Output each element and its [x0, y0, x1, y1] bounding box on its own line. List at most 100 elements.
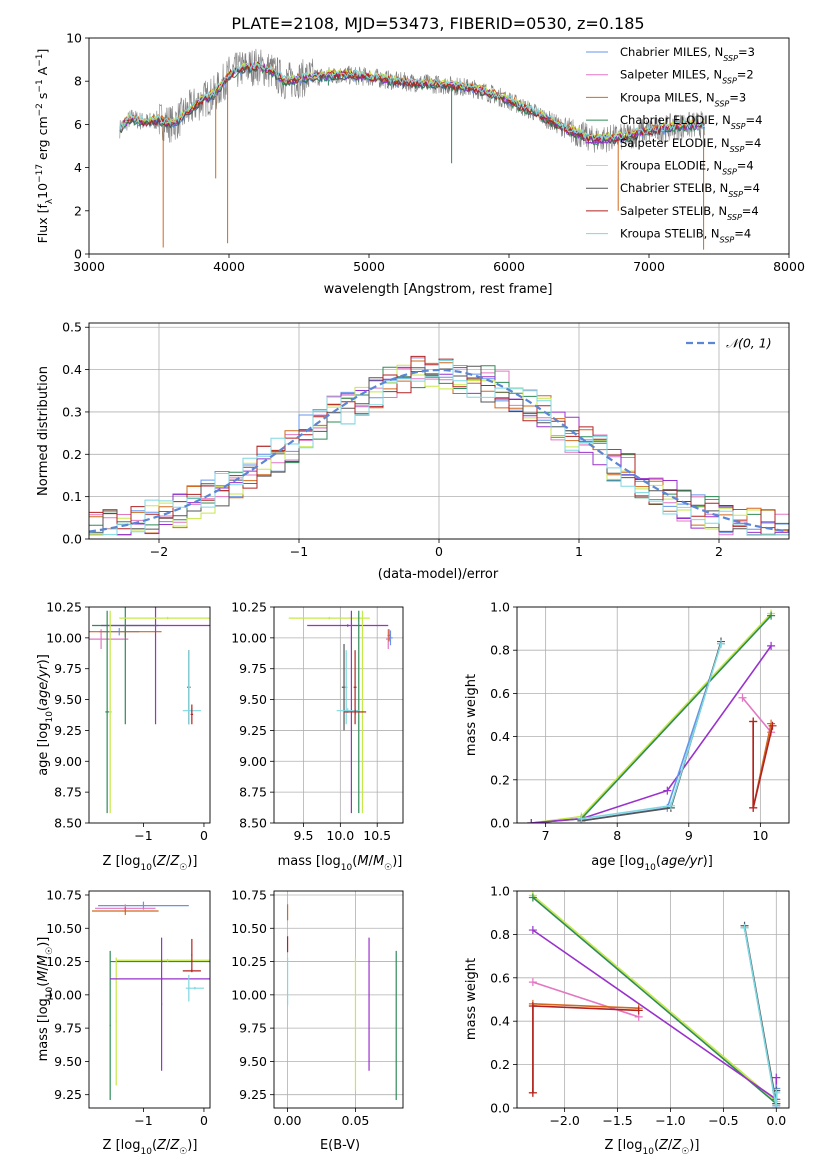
legend-label: Chabrier MILES, NSSP=3 — [620, 45, 755, 63]
weight-marker — [749, 717, 758, 726]
x-axis-label: Z [log10(Z/Z☉)] — [103, 854, 198, 873]
axes-frame — [88, 890, 211, 1109]
weight-marker — [528, 926, 537, 935]
x-tick-label: 10 — [752, 828, 768, 843]
z-mass-panel: −1 0 9.25 9.50 9.75 10.00 10.25 10.50 10.75 Z [lo… — [36, 887, 211, 1157]
weight-marker — [528, 1002, 537, 1011]
x-axis-label: wavelength [Angstrom, rest frame] — [324, 282, 553, 297]
x-tick-label: 3000 — [73, 259, 105, 274]
y-tick-label: 1.0 — [490, 884, 510, 899]
x-axis-label: Z [log10(Z/Z☉)] — [605, 1138, 700, 1157]
weight-marker — [528, 893, 537, 902]
y-tick-label: 0.4 — [490, 1014, 510, 1029]
y-tick-label: 0.0 — [490, 1101, 510, 1116]
y-tick-label: 10.00 — [46, 630, 82, 645]
axes-frame — [88, 606, 211, 824]
y-tick-label: 9.00 — [54, 754, 82, 769]
x-tick-label: −0.5 — [708, 1113, 738, 1128]
age-weight-panel: 7 8 9 10 0.0 0.2 0.4 0.6 0.8 1.0 age [log10(age/yr… — [464, 600, 790, 873]
x-tick-label: 0 — [200, 1113, 208, 1128]
residuals-panel: −2 −1 0 1 2 0.0 0.1 0.2 0.3 0.4 0.5 (data-model)/er… — [36, 320, 790, 582]
z-age-panel: −1 0 8.50 8.75 9.00 9.25 9.50 9.75 10.00 10.25 Z [… — [36, 600, 211, 873]
x-axis-label: E(B-V) — [320, 1138, 360, 1153]
y-tick-label: 0 — [74, 247, 82, 262]
y-tick-label: 10.25 — [231, 954, 267, 969]
weight-marker — [527, 819, 536, 823]
weight-marker — [772, 1088, 781, 1097]
y-tick-label: 6 — [74, 117, 82, 132]
weight-marker — [767, 641, 776, 650]
model-spectrum — [119, 65, 705, 145]
plot-area — [119, 48, 706, 250]
plot-area — [89, 607, 210, 814]
y-tick-label: 9.50 — [54, 692, 82, 707]
x-tick-label: 0.0 — [766, 1113, 786, 1128]
weight-marker — [666, 801, 675, 810]
x-tick-label: 8000 — [773, 259, 805, 274]
legend-label: Chabrier ELODIE, NSSP=4 — [620, 113, 762, 131]
weight-line — [532, 896, 777, 1105]
y-tick-label: 10 — [66, 31, 82, 46]
x-tick-label: 9 — [685, 828, 693, 843]
x-tick-label: 6000 — [493, 259, 525, 274]
plot-area — [288, 610, 393, 814]
y-tick-label: 0.0 — [490, 816, 510, 831]
y-tick-label: 9.50 — [239, 692, 267, 707]
x-tick-label: 4000 — [213, 259, 245, 274]
y-tick-label: 10.50 — [231, 921, 267, 936]
x-tick-label: −1 — [290, 544, 308, 559]
weight-line — [743, 927, 778, 1108]
figure-title: PLATE=2108, MJD=53473, FIBERID=0530, z=0… — [231, 14, 644, 33]
y-tick-label: 9.75 — [239, 1021, 267, 1036]
y-tick-label: 10.50 — [46, 921, 82, 936]
y-tick-label: 10.00 — [231, 987, 267, 1002]
y-axis-label: Flux [fλ10−17 erg cm−2 s−1 A−1] — [35, 49, 55, 244]
x-axis-label: Z [log10(Z/Z☉)] — [103, 1138, 198, 1157]
x-tick-label: −1.0 — [655, 1113, 685, 1128]
y-axis-label: Normed distribution — [36, 366, 51, 496]
y-tick-label: 10.75 — [46, 887, 82, 902]
x-tick-label: 5000 — [353, 259, 385, 274]
weight-marker — [528, 978, 537, 987]
y-tick-label: 9.25 — [54, 1087, 82, 1102]
x-axis-label: age [log10(age/yr)] — [591, 854, 713, 873]
weight-marker — [528, 1088, 537, 1097]
axes-frame — [273, 890, 404, 1109]
x-tick-label: 8 — [613, 828, 621, 843]
y-tick-label: 0.4 — [62, 362, 82, 377]
weight-line — [532, 929, 778, 1101]
axes-frame — [88, 37, 790, 255]
y-axis-label: mass weight — [464, 674, 479, 756]
weight-marker — [772, 1104, 781, 1108]
y-tick-label: 0.2 — [490, 1057, 510, 1072]
y-tick-label: 0.4 — [490, 729, 510, 744]
y-tick-label: 9.25 — [54, 723, 82, 738]
weight-line — [532, 1005, 639, 1093]
weight-marker — [738, 693, 747, 702]
y-tick-label: 10.25 — [46, 600, 82, 615]
y-tick-label: 10.25 — [46, 954, 82, 969]
legend-label: Salpeter ELODIE, NSSP=4 — [620, 136, 761, 154]
x-tick-label: 10.0 — [326, 828, 354, 843]
normal-curve — [89, 368, 789, 533]
z-weight-panel: −2.0 −1.5 −1.0 −0.5 0.0 0.0 0.2 0.4 0.6 0.8 1.0 Z [… — [464, 884, 790, 1157]
y-tick-label: 8 — [74, 74, 82, 89]
y-tick-label: 0.8 — [490, 927, 510, 942]
legend-label: Kroupa STELIB, NSSP=4 — [620, 227, 751, 245]
x-tick-label: −2.0 — [549, 1113, 579, 1128]
y-tick-label: 8.75 — [54, 785, 82, 800]
residual-histogram — [89, 364, 789, 536]
model-spectrum — [119, 60, 705, 142]
weight-line — [581, 643, 722, 820]
plot-area — [527, 609, 777, 823]
axes-frame — [273, 606, 404, 824]
weight-marker — [749, 803, 758, 812]
weight-line — [532, 981, 639, 1018]
x-tick-label: −2 — [150, 544, 168, 559]
mass-age-panel: 9.5 10.0 10.5 8.50 8.75 9.00 9.25 9.50 9.75 10.00… — [231, 600, 404, 873]
y-tick-label: 10.75 — [231, 887, 267, 902]
y-tick-label: 0.3 — [62, 404, 82, 419]
x-tick-label: 0.05 — [342, 1113, 370, 1128]
y-tick-label: 10.00 — [231, 630, 267, 645]
